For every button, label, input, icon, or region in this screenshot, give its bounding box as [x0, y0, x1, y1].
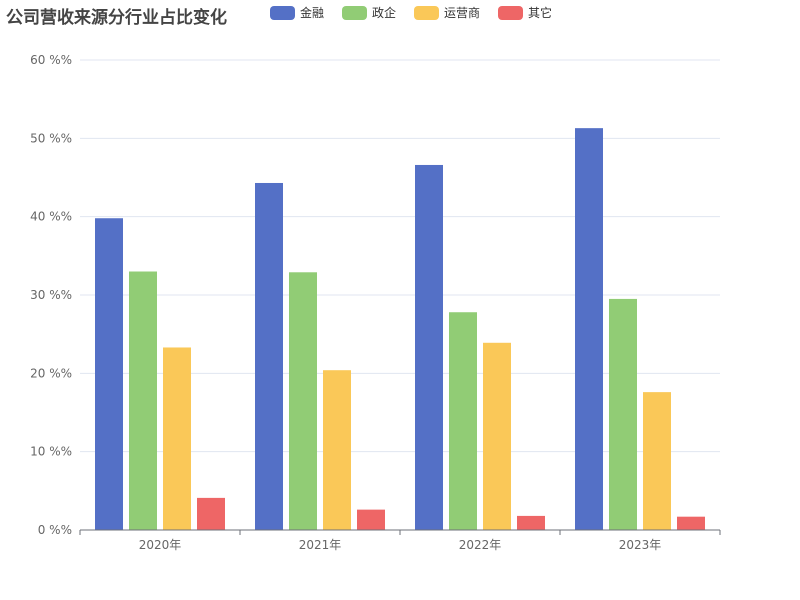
bar[interactable] [449, 312, 477, 530]
legend-swatch-government [342, 5, 368, 20]
y-tick-label: 10 %% [30, 445, 72, 459]
legend-label-government: 政企 [372, 6, 397, 20]
bar[interactable] [323, 370, 351, 530]
legend-item-other[interactable]: 其它 [498, 4, 552, 21]
legend-item-finance[interactable]: 金融 [270, 4, 324, 21]
y-tick-label: 40 %% [30, 210, 72, 224]
legend-label-finance: 金融 [300, 6, 325, 20]
bar[interactable] [289, 272, 317, 530]
axes: 0 %% 10 %% 20 %% 30 %% 40 %% 50 %% 60 %% 2020年 2… [30, 53, 721, 552]
bar[interactable] [483, 342, 511, 530]
bar[interactable] [677, 516, 705, 530]
x-tick-label: 2023年 [619, 538, 662, 552]
legend-swatch-operator [414, 5, 440, 20]
y-tick-label: 50 %% [30, 131, 72, 145]
bars [95, 128, 705, 530]
x-tick-label: 2021年 [299, 538, 342, 552]
legend-swatch-other [498, 5, 524, 20]
y-tick-label: 20 %% [30, 366, 72, 380]
bar[interactable] [255, 182, 283, 530]
legend-swatch-finance [270, 5, 295, 20]
bar[interactable] [197, 497, 225, 530]
y-tick-label: 30 %% [30, 288, 72, 302]
bar[interactable] [643, 392, 671, 530]
bar[interactable] [575, 128, 603, 530]
legend-label-operator: 运营商 [444, 6, 481, 20]
bar[interactable] [517, 515, 545, 530]
bar[interactable] [95, 218, 123, 530]
legend-label-other: 其它 [528, 6, 553, 20]
legend-item-government[interactable]: 政企 [342, 4, 396, 21]
bar[interactable] [129, 271, 157, 531]
y-tick-label: 0 %% [38, 523, 72, 537]
bar[interactable] [163, 347, 191, 530]
legend-item-operator[interactable]: 运营商 [414, 4, 480, 21]
bar[interactable] [415, 164, 443, 530]
legend: 金融 政企 运营商 其它 [270, 4, 552, 21]
bar[interactable] [357, 509, 385, 530]
y-tick-label: 60 %% [30, 53, 72, 67]
x-tick-label: 2020年 [139, 538, 182, 552]
x-tick-label: 2022年 [459, 538, 502, 552]
chart-title: 公司营收来源分行业占比变化 [6, 8, 227, 28]
bar[interactable] [609, 298, 637, 530]
